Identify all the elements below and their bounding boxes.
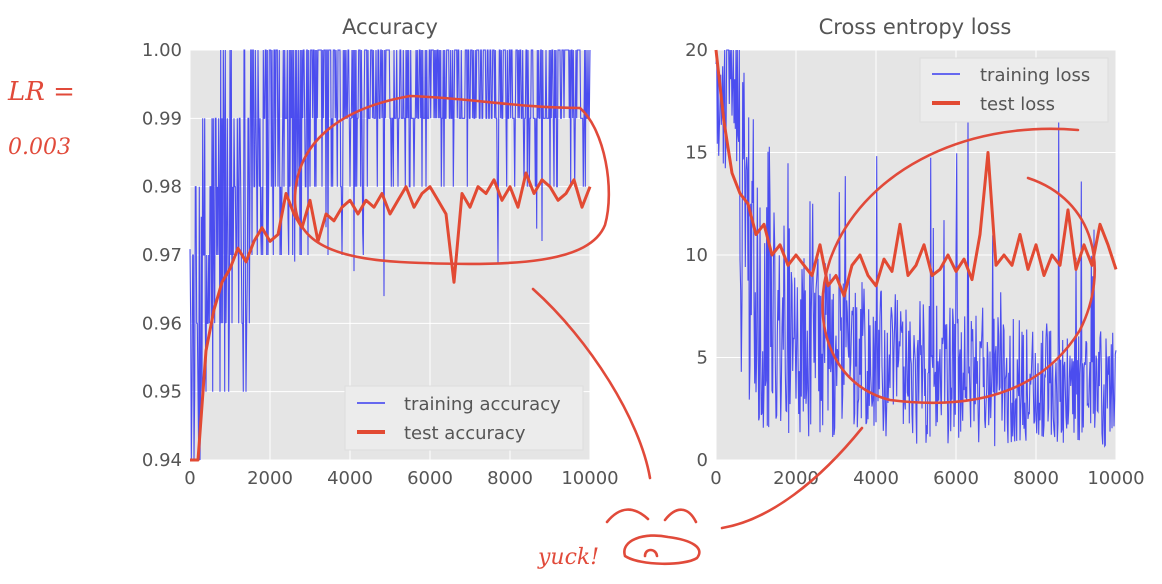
accuracy-y-tick-label: 0.99 — [142, 108, 182, 129]
training-loss-series — [715, 49, 1117, 448]
loss-x-ticks: 0 2000 4000 6000 8000 10000 — [710, 468, 1144, 489]
loss-y-ticks: 0 5 10 15 20 — [685, 40, 708, 471]
loss-x-tick-label: 4000 — [853, 468, 899, 489]
loss-x-tick-label: 2000 — [773, 468, 819, 489]
accuracy-x-tick-label: 10000 — [561, 468, 618, 489]
loss-x-tick-label: 10000 — [1087, 468, 1144, 489]
legend-test-loss-label: test loss — [980, 94, 1055, 115]
lr-label: LR = — [7, 77, 75, 107]
accuracy-y-tick-label: 1.00 — [142, 40, 182, 61]
accuracy-x-tick-label: 8000 — [487, 468, 533, 489]
loss-chart-title: Cross entropy loss — [819, 15, 1012, 39]
pointer-line-right — [720, 426, 864, 530]
lr-value: 0.003 — [8, 135, 71, 160]
handwritten-annotations: LR = 0.003 yuck! — [7, 77, 1097, 570]
accuracy-test-line — [190, 171, 592, 462]
accuracy-y-tick-label: 0.96 — [142, 313, 182, 334]
accuracy-x-ticks: 0 2000 4000 6000 8000 10000 — [184, 468, 618, 489]
loss-y-tick-label: 10 — [685, 245, 708, 266]
accuracy-y-tick-label: 0.95 — [142, 382, 182, 403]
loss-x-tick-label: 8000 — [1013, 468, 1059, 489]
loss-test-line — [714, 49, 1118, 298]
legend-training-loss-label: training loss — [980, 65, 1090, 86]
accuracy-y-ticks: 0.94 0.95 0.96 0.97 0.98 0.99 1.00 — [142, 40, 182, 471]
accuracy-chart: Accuracy 0 2000 4000 6000 8000 10000 0.94 0.95… — [142, 15, 619, 489]
loss-legend-box — [919, 57, 1109, 123]
accuracy-chart-title: Accuracy — [342, 15, 438, 39]
pointer-line-left — [531, 287, 652, 480]
accuracy-x-tick-label: 6000 — [407, 468, 453, 489]
loss-circle-annotation — [821, 127, 1097, 405]
yuck-face-icon — [605, 508, 701, 566]
loss-legend: training loss test loss — [919, 57, 1109, 123]
accuracy-x-tick-label: 2000 — [247, 468, 293, 489]
loss-training-line — [715, 49, 1117, 448]
accuracy-y-tick-label: 0.94 — [142, 450, 182, 471]
accuracy-x-tick-label: 0 — [184, 468, 195, 489]
loss-y-tick-label: 5 — [697, 348, 708, 369]
accuracy-y-tick-label: 0.98 — [142, 177, 182, 198]
accuracy-legend: training accuracy test accuracy — [344, 385, 584, 451]
yuck-text: yuck! — [537, 545, 599, 570]
loss-y-tick-label: 15 — [685, 143, 708, 164]
accuracy-circle-annotation — [293, 94, 611, 266]
loss-chart: Cross entropy loss 0 2000 4000 6000 8000 1000… — [685, 15, 1145, 489]
loss-y-tick-label: 20 — [685, 40, 708, 61]
loss-x-tick-label: 6000 — [933, 468, 979, 489]
test-accuracy-series — [190, 171, 592, 462]
loss-x-tick-label: 0 — [710, 468, 721, 489]
training-accuracy-series — [189, 49, 591, 461]
accuracy-training-line — [189, 49, 591, 461]
loss-y-tick-label: 0 — [697, 450, 708, 471]
legend-training-accuracy-label: training accuracy — [404, 394, 561, 415]
accuracy-legend-box — [344, 385, 584, 451]
test-loss-series — [714, 49, 1118, 298]
legend-test-accuracy-label: test accuracy — [404, 423, 526, 444]
accuracy-x-tick-label: 4000 — [327, 468, 373, 489]
accuracy-y-tick-label: 0.97 — [142, 245, 182, 266]
